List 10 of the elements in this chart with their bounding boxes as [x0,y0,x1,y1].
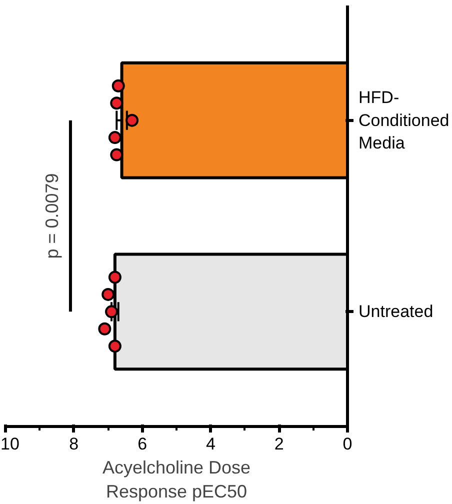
x-tick-label: 2 [274,434,284,454]
x-tick-label: 4 [206,434,216,454]
annotation: p = 0.0079 [42,173,62,259]
x-tick-label: 10 [0,434,20,454]
x-tick-label: 6 [138,434,148,454]
y-tick-label: Untreated [358,302,434,322]
x-tick-label: 0 [342,434,352,454]
x-tick-label: 8 [69,434,79,454]
y-tick-label: HFD-Conditioned Media [358,88,450,153]
x-axis-title: Acyelcholine Dose Response pEC50 [102,458,251,502]
